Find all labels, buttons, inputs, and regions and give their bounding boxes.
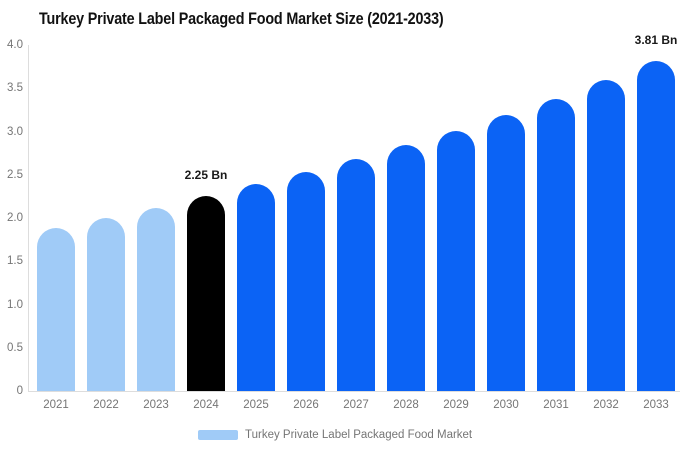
bar-2032[interactable]	[587, 80, 625, 391]
x-axis-line	[28, 391, 680, 392]
x-tick-label: 2033	[643, 399, 669, 411]
y-tick-label: 1.0	[7, 298, 23, 311]
y-tick-label: 2.0	[7, 212, 23, 224]
y-tick-label: 1.5	[7, 255, 23, 268]
y-tick-label: 4.0	[7, 39, 23, 51]
y-tick-label: 3.0	[7, 125, 23, 138]
x-tick-label: 2025	[243, 399, 269, 411]
bar-2030[interactable]	[487, 115, 525, 391]
x-tick-label: 2027	[343, 399, 369, 411]
x-tick-label: 2030	[493, 399, 519, 411]
legend-label: Turkey Private Label Packaged Food Marke…	[245, 428, 473, 441]
chart-title: Turkey Private Label Packaged Food Marke…	[39, 10, 444, 28]
bar-2033[interactable]	[637, 61, 675, 391]
x-tick-label: 2023	[143, 399, 169, 411]
y-tick-label: 0	[16, 385, 23, 397]
x-tick-label: 2032	[593, 399, 619, 411]
bar-value-label: 3.81 Bn	[634, 33, 678, 47]
bar-2031[interactable]	[537, 99, 575, 391]
legend-swatch-icon	[198, 429, 238, 440]
bar-2027[interactable]	[337, 159, 375, 391]
bar-2025[interactable]	[237, 184, 275, 391]
y-tick-label: 2.5	[7, 168, 23, 181]
y-tick-label: 3.5	[7, 82, 23, 95]
x-tick-label: 2028	[393, 399, 419, 411]
bar-2024[interactable]	[187, 196, 225, 391]
bar-2021[interactable]	[37, 228, 75, 391]
y-axis-line	[28, 45, 29, 392]
bar-2022[interactable]	[87, 218, 125, 391]
x-tick-label: 2022	[93, 399, 119, 411]
bar-value-label: 2.25 Bn	[184, 168, 228, 182]
x-tick-label: 2026	[293, 399, 319, 411]
legend-item[interactable]: Turkey Private Label Packaged Food Marke…	[198, 428, 472, 441]
x-tick-label: 2024	[193, 399, 219, 411]
bar-2026[interactable]	[287, 172, 325, 391]
x-tick-label: 2021	[43, 399, 69, 411]
bar-2023[interactable]	[137, 208, 175, 391]
y-tick-label: 0.5	[7, 341, 23, 354]
x-tick-label: 2029	[443, 399, 469, 411]
bar-2029[interactable]	[437, 131, 475, 391]
bar-2028[interactable]	[387, 145, 425, 391]
x-tick-label: 2031	[543, 399, 569, 411]
